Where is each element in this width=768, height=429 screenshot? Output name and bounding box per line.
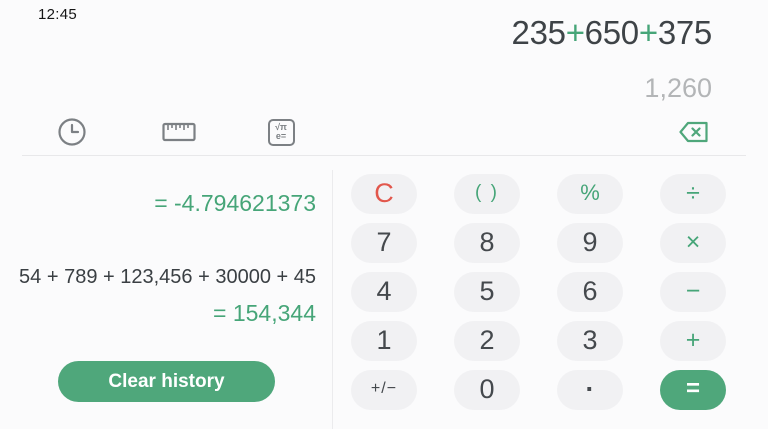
key-parentheses[interactable]: ( ) [454,174,520,214]
expression-operator: + [565,14,585,51]
expression-operator: + [638,14,658,51]
history-entry-result[interactable]: = -4.794621373 [154,190,316,216]
expression-number: 235 [511,14,566,51]
unit-converter-tab-button[interactable] [160,114,198,150]
live-result: 1,260 [644,73,712,103]
key-multiply[interactable]: × [660,223,726,263]
key-1[interactable]: 1 [351,321,417,361]
history-entry-result[interactable]: = 154,344 [213,300,316,326]
key-0[interactable]: 0 [454,370,520,410]
key-plus-minus[interactable]: +/− [351,370,417,410]
key-clear[interactable]: C [351,174,417,214]
toolbar-divider [22,155,746,156]
key-4[interactable]: 4 [351,272,417,312]
expression-number: 650 [584,14,639,51]
key-7[interactable]: 7 [351,223,417,263]
keypad: C ( ) % ÷ 7 8 9 × 4 5 6 − 1 2 3 + +/− 0 … [332,170,768,410]
panel-divider [332,170,333,429]
ruler-icon [162,122,196,142]
status-bar-time: 12:45 [38,6,78,23]
key-percent[interactable]: % [557,174,623,214]
key-decimal-point[interactable]: · [557,370,623,410]
history-entry-expression[interactable]: 54 + 789 + 123,456 + 30000 + 45 [19,266,316,288]
key-9[interactable]: 9 [557,223,623,263]
scientific-icon-bottom-glyphs: e= [275,131,287,141]
calculator-display[interactable]: 235+650+375 1,260 [511,14,713,103]
history-tab-button[interactable] [54,114,90,150]
backspace-button[interactable] [674,114,714,150]
key-equals[interactable]: = [660,370,726,410]
key-2[interactable]: 2 [454,321,520,361]
clear-history-button[interactable]: Clear history [58,361,275,402]
clock-icon [57,117,87,147]
backspace-icon [678,120,710,144]
scientific-icon-top-glyphs: √π [275,122,287,132]
key-5[interactable]: 5 [454,272,520,312]
key-6[interactable]: 6 [557,272,623,312]
key-subtract[interactable]: − [660,272,726,312]
key-add[interactable]: + [660,321,726,361]
expression-line: 235+650+375 [511,14,713,52]
key-divide[interactable]: ÷ [660,174,726,214]
scientific-keypad-tab-button[interactable]: √π e= [263,114,299,150]
key-3[interactable]: 3 [557,321,623,361]
history-panel: = -4.794621373 54 + 789 + 123,456 + 3000… [0,170,316,429]
scientific-keypad-icon: √π e= [267,118,295,146]
expression-number: 375 [657,14,712,51]
key-8[interactable]: 8 [454,223,520,263]
